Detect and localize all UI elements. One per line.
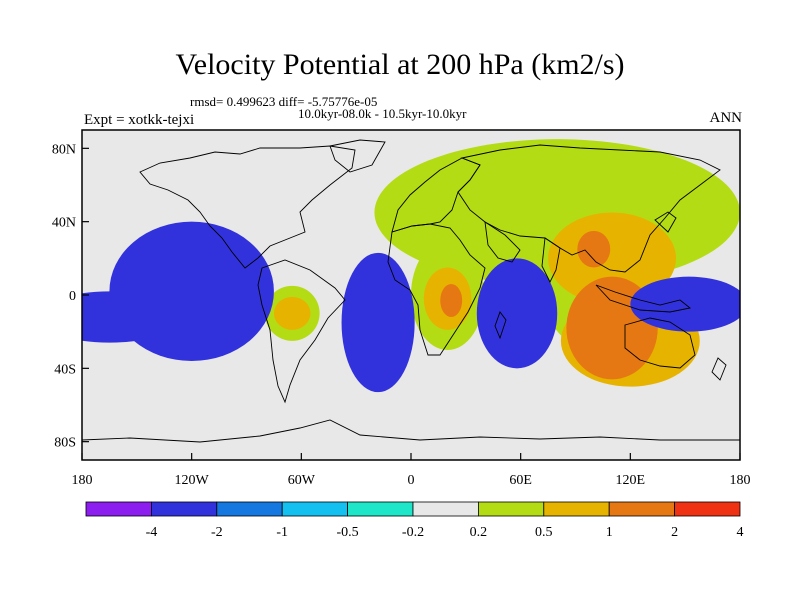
lon-tick-label-6: 180 xyxy=(730,473,751,488)
colorbar-swatch-0 xyxy=(85,501,152,517)
coastline-australia xyxy=(624,317,696,369)
coastline-greenland xyxy=(329,139,386,173)
anomaly-region-13 xyxy=(440,284,463,317)
coastline-new-zealand xyxy=(711,357,727,381)
coastline-arabia xyxy=(484,221,521,263)
lon-tick-label-3: 0 xyxy=(408,473,415,488)
coastlines xyxy=(82,139,740,443)
lat-tick-label-0: 80N xyxy=(52,142,76,157)
coastline-north-america xyxy=(139,145,356,269)
map-axes: 180 120W 60W 0 60E 120E 180 80N 40N 0 40S 80S xyxy=(52,142,751,488)
coastline-asia xyxy=(457,144,721,273)
colorbar-swatch-2 xyxy=(216,501,283,517)
colorbar-label-9: 4 xyxy=(737,525,744,540)
anomaly-region-7 xyxy=(341,252,415,393)
anomaly-region-6 xyxy=(273,296,311,330)
lon-tick-label-0: 180 xyxy=(72,473,93,488)
colorbar-label-0: -4 xyxy=(146,525,158,540)
colorbar-swatch-1 xyxy=(150,501,218,517)
lon-tick-label-5: 120E xyxy=(616,473,646,488)
anomaly-region-19 xyxy=(476,258,558,369)
lon-tick-label-1: 120W xyxy=(175,473,210,488)
lon-tick-label-2: 60W xyxy=(288,473,316,488)
colorbar-swatch-9 xyxy=(674,501,741,517)
colorbar: -4 -2 -1 -0.5 -0.2 0.2 0.5 1 2 4 xyxy=(85,501,744,540)
colorbar-swatch-7 xyxy=(543,501,610,517)
colorbar-swatch-8 xyxy=(608,501,676,517)
colorbar-swatch-3 xyxy=(281,501,349,517)
anomaly-region-18 xyxy=(577,230,611,268)
lat-tick-label-1: 40N xyxy=(52,216,76,231)
colorbar-label-1: -2 xyxy=(211,525,223,540)
colorbar-swatch-6 xyxy=(477,501,545,517)
lat-tick-label-2: 0 xyxy=(69,289,76,304)
colorbar-swatch-4 xyxy=(347,501,414,517)
coastline-india xyxy=(541,237,561,284)
coastline-japan xyxy=(654,211,677,233)
lon-tick-label-4: 60E xyxy=(509,473,532,488)
experiment-label: Expt = xotkk-tejxi xyxy=(84,112,195,128)
coastline-madagascar xyxy=(494,311,507,340)
anomaly-region-22 xyxy=(630,276,740,332)
colorbar-label-7: 1 xyxy=(606,525,613,540)
coastline-indonesia xyxy=(595,284,692,313)
colorbar-label-3: -0.5 xyxy=(337,525,359,540)
stats-subtitle: rmsd= 0.499623 diff= -5.75776e-05 xyxy=(190,94,378,109)
colorbar-label-6: 0.5 xyxy=(535,525,553,540)
coastline-south-america xyxy=(257,259,346,404)
colorbar-label-5: 0.2 xyxy=(470,525,488,540)
colorbar-label-8: 2 xyxy=(671,525,678,540)
anomaly-region-15 xyxy=(548,212,677,305)
colorbar-label-4: -0.2 xyxy=(402,525,424,540)
coastline-antarctica xyxy=(82,419,740,443)
period-subtitle: 10.0kyr-08.0k - 10.5kyr-10.0kyr xyxy=(298,106,467,121)
anomaly-region-1 xyxy=(109,221,274,361)
coastline-africa xyxy=(387,223,486,356)
season-label: ANN xyxy=(709,110,743,126)
page-title: Velocity Potential at 200 hPa (km2/s) xyxy=(175,48,625,81)
colorbar-label-2: -1 xyxy=(276,525,288,540)
lat-tick-label-3: 40S xyxy=(54,362,76,377)
lat-tick-label-4: 80S xyxy=(54,436,76,451)
colorbar-swatch-5 xyxy=(412,501,479,517)
